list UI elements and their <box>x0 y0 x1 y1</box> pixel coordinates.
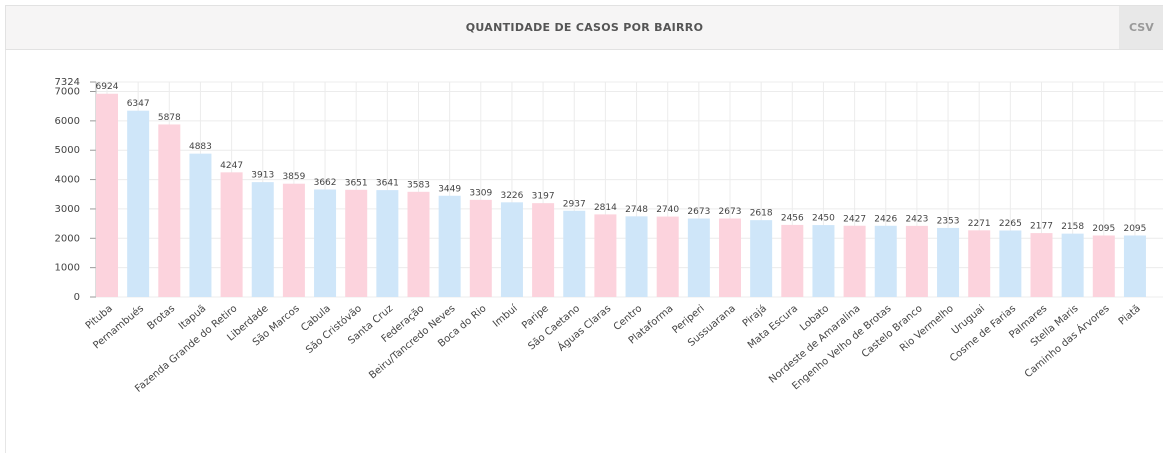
value-label: 2177 <box>1030 222 1053 232</box>
bar <box>594 214 617 297</box>
x-tick-label: Águas Claras <box>555 302 613 354</box>
value-label: 3197 <box>532 192 555 202</box>
bar <box>687 218 710 297</box>
bar <box>905 225 928 297</box>
y-tick-label: 7324 <box>55 77 80 88</box>
x-tick-label: Brotas <box>145 303 177 332</box>
value-label: 4247 <box>220 161 243 171</box>
value-label: 5878 <box>158 113 181 123</box>
value-label: 2748 <box>625 205 648 215</box>
bar <box>438 195 461 297</box>
bar <box>874 225 897 297</box>
value-label: 3226 <box>500 191 523 201</box>
value-label: 3662 <box>314 178 337 188</box>
bar <box>314 189 337 297</box>
value-label: 2423 <box>905 214 928 224</box>
value-label: 3583 <box>407 180 430 190</box>
csv-button[interactable]: CSV <box>1119 6 1163 49</box>
value-label: 4883 <box>189 142 212 152</box>
value-label: 3309 <box>469 188 492 198</box>
x-tick-label: Pirajá <box>740 302 769 329</box>
value-label: 2427 <box>843 214 866 224</box>
bar <box>345 189 368 297</box>
bar <box>469 199 492 297</box>
value-label: 2673 <box>687 207 710 217</box>
value-label: 2426 <box>874 214 897 224</box>
x-tick-label: São Cristóvão <box>303 302 364 356</box>
bar <box>220 172 243 297</box>
bar <box>96 93 118 297</box>
bar <box>407 191 430 297</box>
y-tick-label: 3000 <box>55 204 80 215</box>
value-label: 2095 <box>1123 224 1146 234</box>
bar <box>719 218 741 297</box>
value-label: 3913 <box>251 171 274 181</box>
bar <box>625 216 648 297</box>
bar <box>843 225 866 297</box>
bar <box>127 110 150 298</box>
bar <box>563 210 586 297</box>
value-label: 2265 <box>999 219 1022 229</box>
bar <box>937 227 960 297</box>
bar <box>1061 233 1084 297</box>
y-tick-label: 7000 <box>55 87 80 98</box>
bar <box>968 230 991 297</box>
y-tick-label: 5000 <box>55 145 80 156</box>
value-label: 2450 <box>812 214 835 224</box>
bar <box>1092 235 1115 297</box>
value-label: 3449 <box>438 184 461 194</box>
y-tick-label: 1000 <box>55 263 80 274</box>
bar <box>251 182 274 297</box>
value-label: 3641 <box>376 179 399 189</box>
y-tick-label: 0 <box>74 292 80 303</box>
value-label: 2353 <box>937 216 960 226</box>
x-tick-label: Rio Vermelho <box>898 303 956 354</box>
value-label: 3651 <box>345 178 368 188</box>
bar <box>750 220 773 297</box>
bar <box>781 224 804 297</box>
chart-title: QUANTIDADE DE CASOS POR BAIRRO <box>465 21 704 34</box>
value-label: 2814 <box>594 203 617 213</box>
value-label: 6924 <box>96 82 119 92</box>
y-tick-label: 2000 <box>55 233 80 244</box>
value-label: 2937 <box>563 199 586 209</box>
bar <box>1030 233 1053 297</box>
value-label: 2456 <box>781 213 804 223</box>
x-tick-label: Piatã <box>1117 303 1143 327</box>
value-label: 2618 <box>750 209 773 219</box>
bar <box>189 153 212 297</box>
value-label: 2095 <box>1092 224 1115 234</box>
bar <box>999 230 1022 297</box>
value-label: 6347 <box>127 99 150 109</box>
bar <box>282 183 305 297</box>
value-label: 2271 <box>968 219 991 229</box>
value-label: 2740 <box>656 205 679 215</box>
bar <box>812 225 835 297</box>
bar <box>532 203 555 297</box>
bar <box>656 216 679 297</box>
value-label: 2158 <box>1061 222 1084 232</box>
panel-border <box>5 50 6 453</box>
value-label: 2673 <box>719 207 742 217</box>
bar <box>376 190 399 297</box>
bar <box>1123 235 1146 297</box>
value-label: 3859 <box>282 172 305 182</box>
y-tick-label: 6000 <box>55 116 80 127</box>
header: QUANTIDADE DE CASOS POR BAIRRO CSV <box>5 5 1163 50</box>
bar <box>500 202 523 297</box>
x-tick-label: Imbuí <box>491 302 521 330</box>
bar <box>158 124 181 297</box>
y-tick-label: 4000 <box>55 175 80 186</box>
